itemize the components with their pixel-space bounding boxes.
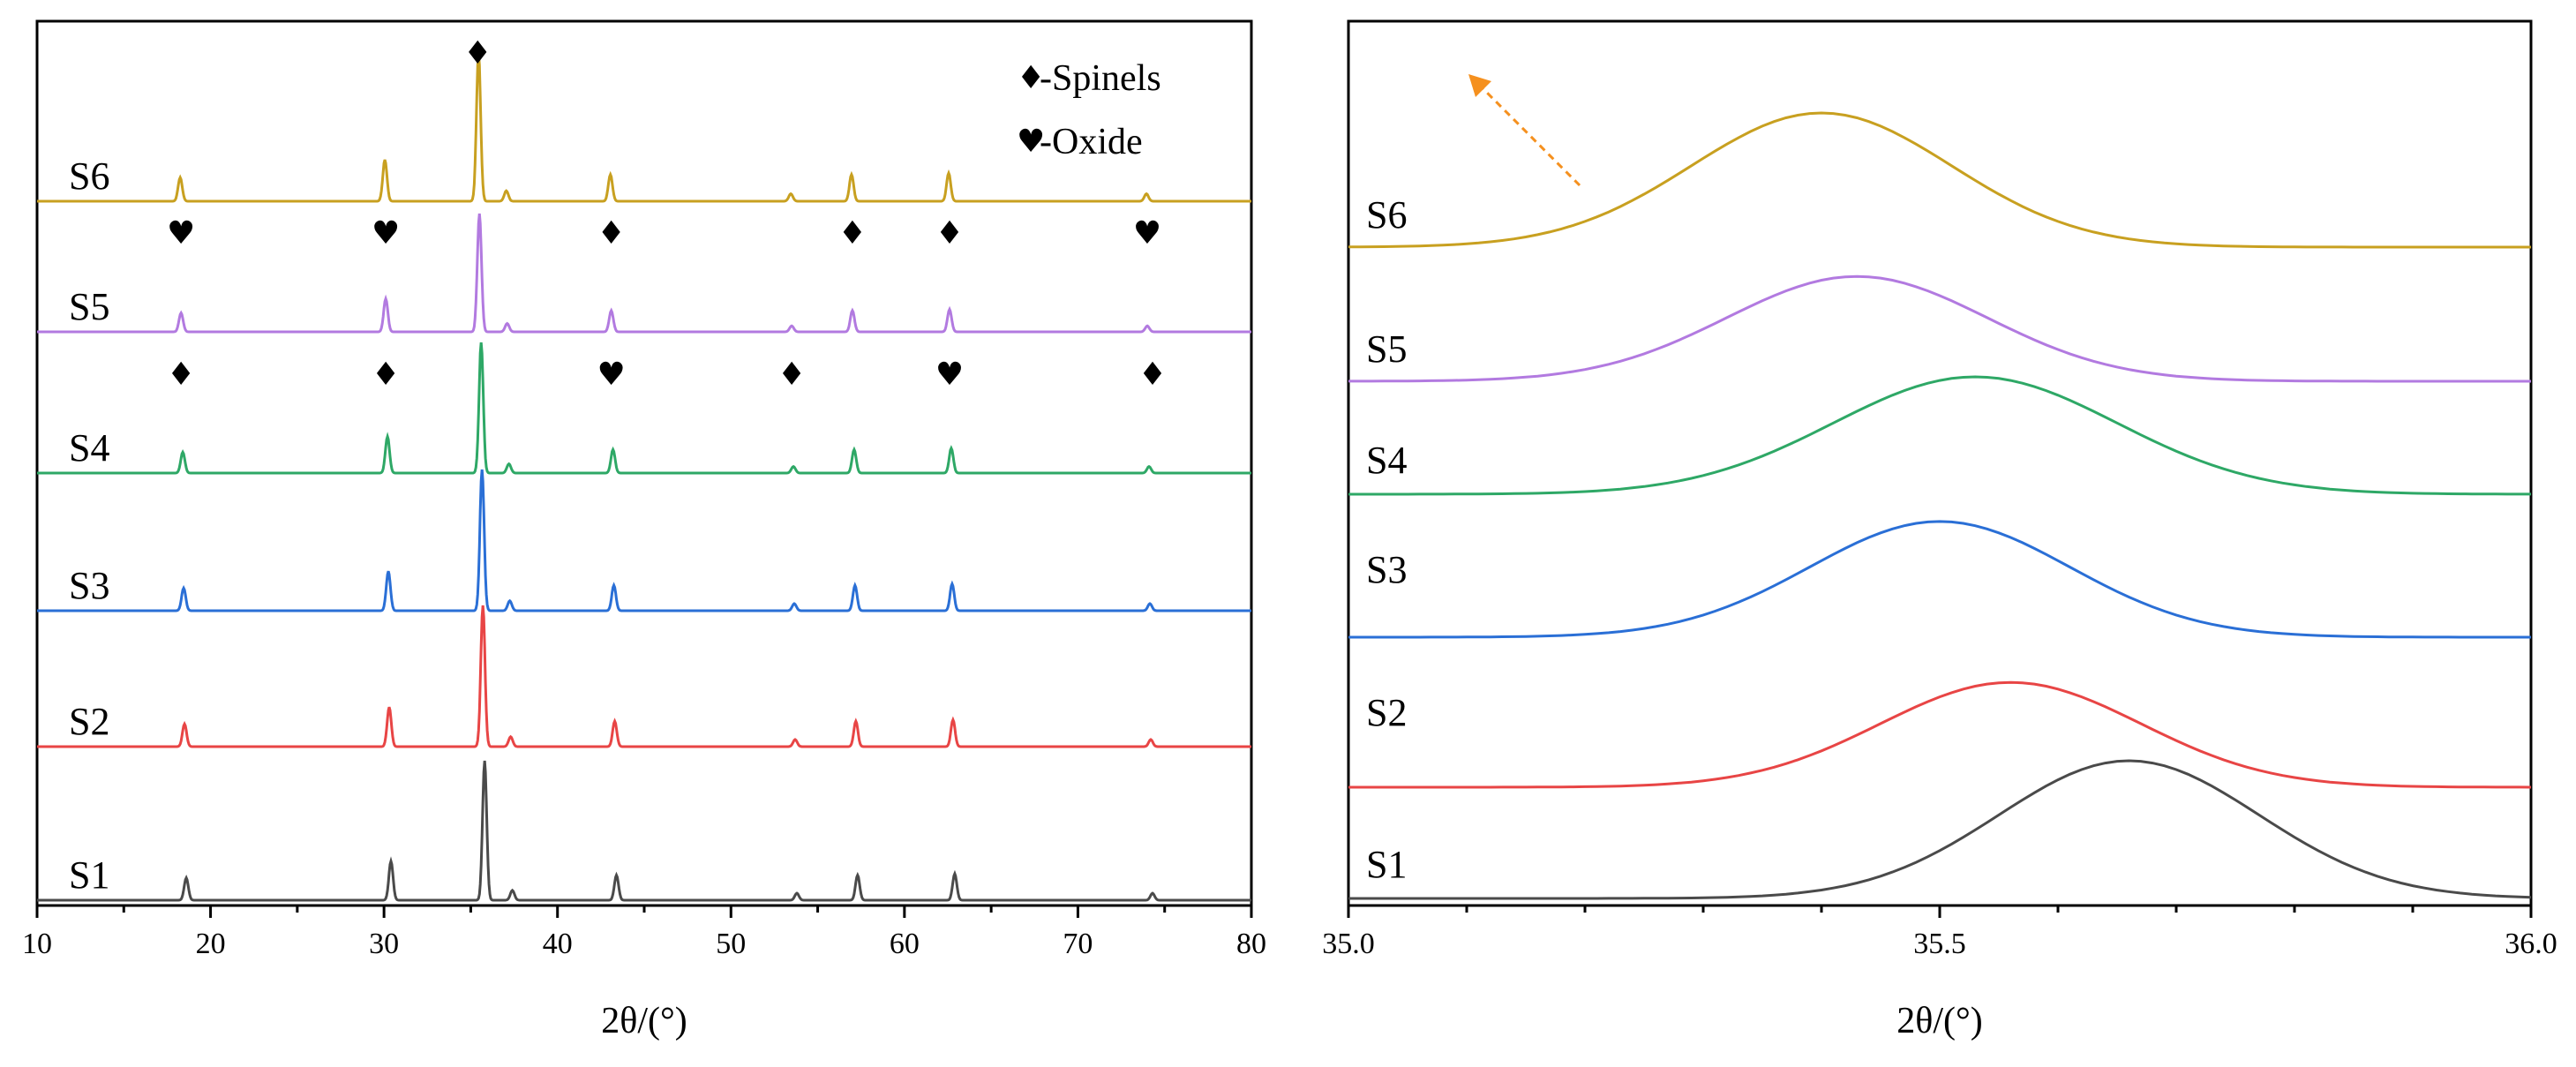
left-x-tick-label: 40	[543, 928, 573, 960]
left-series-line-s5	[37, 213, 1251, 334]
oxide-legend-symbol: ♥	[1017, 124, 1045, 160]
spinel-legend-label: -Spinels	[1040, 58, 1161, 99]
spinel-marker: ♦	[1138, 357, 1167, 393]
left-series-label-s2: S2	[69, 700, 109, 743]
right-x-tick-label: 35.5	[1913, 928, 1966, 960]
left-series-line-s6	[37, 52, 1251, 203]
right-x-axis-title: 2θ/(°)	[1896, 1001, 1983, 1041]
oxide-marker: ♥	[935, 357, 964, 393]
right-series-line-s3	[1348, 520, 2531, 639]
oxide-marker: ♥	[167, 215, 195, 252]
left-series-label-s1: S1	[69, 853, 109, 897]
left-series-line-s3	[37, 469, 1251, 612]
oxide-marker: ♥	[1133, 215, 1161, 252]
left-peak-markers: ♦ ♥ ♥ ♦ ♦ ♦ ♥ ♦ ♦ ♥ ♦ ♥ ♦	[167, 35, 1167, 393]
right-series-label-s3: S3	[1366, 548, 1407, 591]
left-x-ticks: 10 20 30 40 50 60 70 80	[22, 905, 1266, 960]
shift-arrow-head-icon	[1468, 74, 1491, 97]
right-plot-frame	[1347, 19, 2533, 907]
right-series-label-s2: S2	[1366, 691, 1407, 734]
left-series-label-s6: S6	[69, 154, 109, 198]
left-series-line-s1	[37, 760, 1251, 902]
right-series-label-s1: S1	[1366, 843, 1407, 886]
legend: ♦ -Spinels ♥ -Oxide	[1017, 58, 1161, 162]
left-series-label-s4: S4	[69, 426, 109, 470]
left-x-tick-label: 30	[369, 928, 399, 960]
left-series-line-s2	[37, 605, 1251, 748]
right-x-ticks: 35.0 35.5 36.0	[1322, 905, 2557, 960]
spinel-marker: ♦	[838, 215, 867, 252]
spinel-marker: ♦	[935, 215, 964, 252]
spinel-marker: ♦	[372, 357, 400, 393]
left-x-tick-label: 70	[1063, 928, 1093, 960]
left-x-tick-label: 20	[196, 928, 226, 960]
right-series-labels: S1 S2 S3 S4 S5 S6	[1366, 193, 1407, 886]
spinel-legend-symbol: ♦	[1017, 60, 1045, 96]
oxide-legend-label: -Oxide	[1040, 122, 1143, 162]
oxide-marker: ♥	[597, 357, 626, 393]
right-series-line-s1	[1348, 759, 2532, 900]
shift-arrow	[1468, 74, 1581, 187]
left-x-axis-title: 2θ/(°)	[601, 1001, 687, 1041]
right-series-label-s4: S4	[1366, 439, 1407, 482]
right-series-label-s5: S5	[1366, 327, 1407, 371]
right-series-line-s6	[1348, 111, 2531, 249]
right-panel: 35.0 35.5 36.0 S1 S2 S3 S4 S5 S6 2θ/(°)	[1322, 19, 2557, 1041]
spinel-marker: ♦	[463, 35, 492, 71]
right-x-tick-label: 36.0	[2505, 928, 2557, 960]
shift-arrow-line	[1477, 83, 1581, 187]
oxide-marker: ♥	[372, 215, 400, 252]
right-series-line-s5	[1348, 274, 2531, 383]
right-series-label-s6: S6	[1366, 193, 1407, 237]
left-x-tick-label: 50	[716, 928, 746, 960]
spinel-marker: ♦	[597, 215, 626, 252]
left-series-labels: S1 S2 S3 S4 S5 S6	[69, 154, 109, 897]
spinel-marker: ♦	[167, 357, 195, 393]
right-series-line-s4	[1348, 375, 2531, 496]
left-series-line-s4	[37, 342, 1251, 475]
left-x-tick-label: 10	[22, 928, 52, 960]
left-series-group	[37, 52, 1251, 902]
left-panel: ♦♥ ♥ ♦ ♦ ♦ ♥♦ ♦ ♥ ♦ ♥ ♦ 10 20 30 40 50 60 70 80 S1S2S3S4S…	[22, 19, 1266, 1041]
left-x-tick-label: 60	[890, 928, 920, 960]
right-series-group	[1348, 111, 2532, 900]
left-series-label-s3: S3	[69, 564, 109, 607]
left-series-label-s5: S5	[69, 285, 109, 328]
left-x-tick-label: 80	[1236, 928, 1266, 960]
spinel-marker: ♦	[777, 357, 806, 393]
right-x-tick-label: 35.0	[1322, 928, 1375, 960]
right-series-line-s2	[1348, 680, 2532, 789]
